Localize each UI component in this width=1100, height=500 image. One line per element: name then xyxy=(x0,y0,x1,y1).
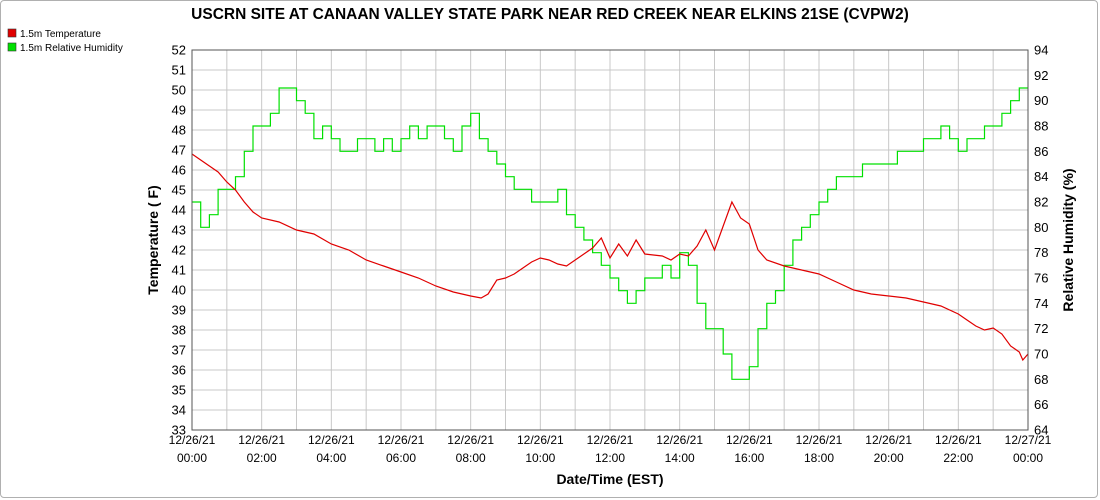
x-tick-date: 12/26/21 xyxy=(656,433,703,447)
y-tick-right: 84 xyxy=(1034,169,1048,184)
y-tick-right: 88 xyxy=(1034,119,1048,134)
y-tick-left: 51 xyxy=(172,63,186,78)
y-tick-right: 82 xyxy=(1034,195,1048,210)
y-tick-left: 36 xyxy=(172,363,186,378)
x-tick-time: 02:00 xyxy=(247,451,277,465)
x-tick-time: 08:00 xyxy=(456,451,486,465)
series xyxy=(191,87,1029,380)
y-tick-left: 45 xyxy=(172,183,186,198)
x-tick-date: 12/27/21 xyxy=(1005,433,1052,447)
x-tick-date: 12/26/21 xyxy=(378,433,425,447)
x-tick-time: 14:00 xyxy=(665,451,695,465)
y-tick-right: 80 xyxy=(1034,220,1048,235)
y-tick-left: 46 xyxy=(172,163,186,178)
x-tick-time: 12:00 xyxy=(595,451,625,465)
x-tick-time: 06:00 xyxy=(386,451,416,465)
x-tick-time: 04:00 xyxy=(316,451,346,465)
x-tick-date: 12/26/21 xyxy=(517,433,564,447)
y-tick-left: 49 xyxy=(172,103,186,118)
y-tick-left: 33 xyxy=(172,423,186,438)
y-tick-right: 64 xyxy=(1034,423,1048,438)
right-axis-ticks: 64 66 68 70 72 74 76 78 80 82 84 86 88 90 92 94 xyxy=(1034,43,1048,438)
x-tick-time: 18:00 xyxy=(804,451,834,465)
x-tick-date: 12/26/21 xyxy=(865,433,912,447)
y-tick-right: 74 xyxy=(1034,296,1048,311)
x-tick-time: 16:00 xyxy=(734,451,764,465)
series-line-humidity xyxy=(192,87,1028,380)
y-tick-right: 66 xyxy=(1034,397,1048,412)
chart-title: USCRN SITE AT CANAAN VALLEY STATE PARK N… xyxy=(191,6,909,23)
legend-swatch-temperature xyxy=(7,28,17,38)
y-tick-right: 90 xyxy=(1034,93,1048,108)
x-tick-time: 10:00 xyxy=(525,451,555,465)
y-tick-right: 68 xyxy=(1034,372,1048,387)
x-tick-date: 12/26/21 xyxy=(169,433,216,447)
y-tick-left: 43 xyxy=(172,223,186,238)
y-tick-right: 94 xyxy=(1034,43,1048,58)
y-tick-left: 40 xyxy=(172,283,186,298)
y-tick-left: 42 xyxy=(172,243,186,258)
y-tick-right: 72 xyxy=(1034,321,1048,336)
x-tick-date: 12/26/21 xyxy=(308,433,355,447)
y-tick-left: 39 xyxy=(172,303,186,318)
y-tick-left: 50 xyxy=(172,83,186,98)
y-tick-left: 47 xyxy=(172,143,186,158)
y-tick-left: 41 xyxy=(172,263,186,278)
y-axis-label-left: Temperature ( F) xyxy=(145,185,161,294)
x-tick-date: 12/26/21 xyxy=(726,433,773,447)
y-tick-right: 86 xyxy=(1034,144,1048,159)
legend-label-humidity: 1.5m Relative Humidity xyxy=(20,43,123,54)
x-tick-date: 12/26/21 xyxy=(238,433,285,447)
y-tick-right: 76 xyxy=(1034,271,1048,286)
y-tick-right: 78 xyxy=(1034,245,1048,260)
x-tick-time: 00:00 xyxy=(1013,451,1043,465)
left-axis-ticks: 33 34 35 36 37 38 39 40 41 42 43 44 45 46 47 48 49 50 51 52 xyxy=(172,43,186,438)
x-tick-time: 00:00 xyxy=(177,451,207,465)
y-tick-left: 34 xyxy=(172,403,186,418)
x-axis-label: Date/Time (EST) xyxy=(556,471,663,487)
legend-swatch-humidity xyxy=(7,42,17,52)
y-tick-right: 70 xyxy=(1034,347,1048,362)
x-tick-date: 12/26/21 xyxy=(447,433,494,447)
x-tick-date: 12/26/21 xyxy=(935,433,982,447)
y-tick-left: 35 xyxy=(172,383,186,398)
y-tick-right: 92 xyxy=(1034,68,1048,83)
x-tick-time: 20:00 xyxy=(874,451,904,465)
x-axis-ticks: 12/26/21 00:00 12/26/21 02:00 12/26/21 04:00 1… xyxy=(169,433,1052,465)
x-tick-date: 12/26/21 xyxy=(796,433,843,447)
x-tick-time: 22:00 xyxy=(943,451,973,465)
y-tick-left: 37 xyxy=(172,343,186,358)
y-tick-left: 52 xyxy=(172,43,186,58)
y-axis-label-right: Relative Humidity (%) xyxy=(1060,168,1076,311)
y-tick-left: 38 xyxy=(172,323,186,338)
y-tick-left: 48 xyxy=(172,123,186,138)
series-line-temperature xyxy=(191,153,1029,362)
legend-label-temperature: 1.5m Temperature xyxy=(20,29,101,40)
y-tick-left: 44 xyxy=(172,203,186,218)
legend: 1.5m Temperature 1.5m Relative Humidity xyxy=(7,28,123,54)
x-tick-date: 12/26/21 xyxy=(587,433,634,447)
grid xyxy=(191,49,1029,431)
plot-area xyxy=(191,49,1029,431)
